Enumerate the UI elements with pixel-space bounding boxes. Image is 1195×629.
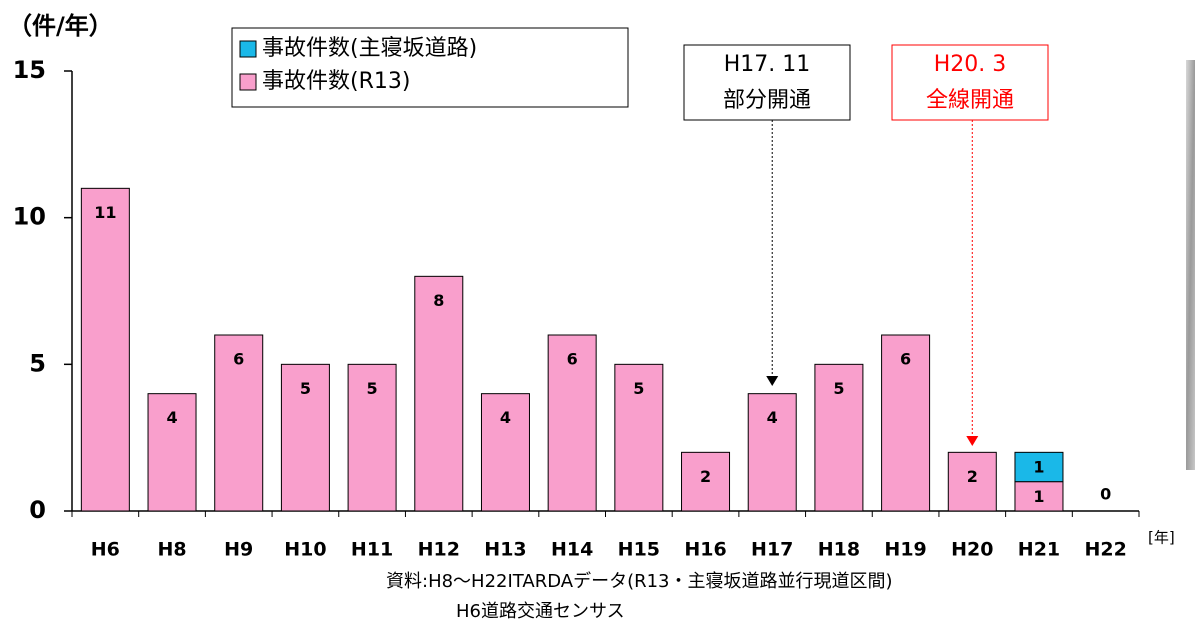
legend-label: 事故件数(R13) [262, 69, 410, 94]
x-tick-label: H22 [1084, 539, 1126, 561]
x-tick-label: H20 [951, 539, 993, 561]
bar-segment [1014, 481, 1064, 512]
x-tick-label: H10 [284, 539, 326, 561]
value-label: 2 [967, 467, 978, 486]
legend-label: 事故件数(主寝坂道路) [262, 36, 477, 61]
annotation-text: H20. 3 [934, 52, 1007, 77]
arrow-head [766, 376, 779, 386]
value-label: 6 [233, 350, 244, 369]
annotation-text: H17. 11 [724, 52, 811, 77]
value-label: 1 [1033, 458, 1044, 477]
x-unit: [年] [1148, 529, 1175, 547]
bar-segment [480, 393, 530, 512]
y-tick-label: 10 [13, 203, 46, 231]
y-tick-label: 0 [29, 496, 46, 524]
value-label: 8 [433, 291, 444, 310]
legend-swatch [239, 40, 257, 58]
x-tick-label: H8 [157, 539, 186, 561]
bar-segment [80, 187, 130, 512]
x-tick-label: H18 [818, 539, 860, 561]
value-label: 4 [166, 408, 177, 427]
y-tick-label: 5 [29, 349, 46, 377]
x-tick-label: H12 [418, 539, 460, 561]
bar-segment [414, 275, 464, 512]
value-label: 5 [633, 379, 644, 398]
x-tick-label: H19 [884, 539, 926, 561]
bar-segment [147, 393, 197, 512]
bar-segment [547, 334, 597, 512]
bar-segment [1014, 451, 1064, 483]
x-tick-label: H9 [224, 539, 253, 561]
source-note: 資料:H8～H22ITARDAデータ(R13・主寝坂道路並行現道区間) [386, 571, 893, 592]
x-tick-label: H14 [551, 539, 593, 561]
photo-strip [1186, 60, 1195, 470]
bar-segment [214, 334, 264, 512]
x-tick-label: H17 [751, 539, 793, 561]
value-label: 6 [900, 350, 911, 369]
x-tick-label: H16 [684, 539, 726, 561]
bar-segment [681, 451, 731, 512]
legend-box [231, 27, 629, 108]
annotation-box [891, 44, 1049, 121]
bar-segment [747, 393, 797, 512]
value-label: 1 [1033, 487, 1044, 506]
annotation-text: 部分開通 [723, 88, 811, 113]
value-label: 5 [300, 379, 311, 398]
y-tick-label: 15 [13, 56, 46, 84]
value-label: 0 [1100, 485, 1111, 504]
value-label: 5 [833, 379, 844, 398]
bar-segment [881, 334, 931, 512]
value-label: 6 [567, 350, 578, 369]
bar-segment [614, 363, 664, 512]
bar-segment [280, 363, 330, 512]
value-label: 4 [767, 408, 778, 427]
x-tick-label: H6 [91, 539, 120, 561]
legend-swatch [239, 73, 257, 91]
bar-segment [347, 363, 397, 512]
annotation-box [683, 44, 851, 121]
y-unit: （件/年） [8, 12, 113, 40]
value-label: 11 [94, 203, 116, 222]
x-tick-label: H11 [351, 539, 393, 561]
source-note: H6道路交通センサス [456, 601, 625, 622]
x-tick-label: H13 [484, 539, 526, 561]
value-label: 2 [700, 467, 711, 486]
bar-segment [814, 363, 864, 512]
bar-segment [947, 451, 997, 512]
x-tick-label: H15 [618, 539, 660, 561]
value-label: 5 [367, 379, 378, 398]
annotation-text: 全線開通 [926, 88, 1014, 113]
value-label: 4 [500, 408, 511, 427]
arrow-head [966, 436, 979, 446]
x-tick-label: H21 [1018, 539, 1060, 561]
